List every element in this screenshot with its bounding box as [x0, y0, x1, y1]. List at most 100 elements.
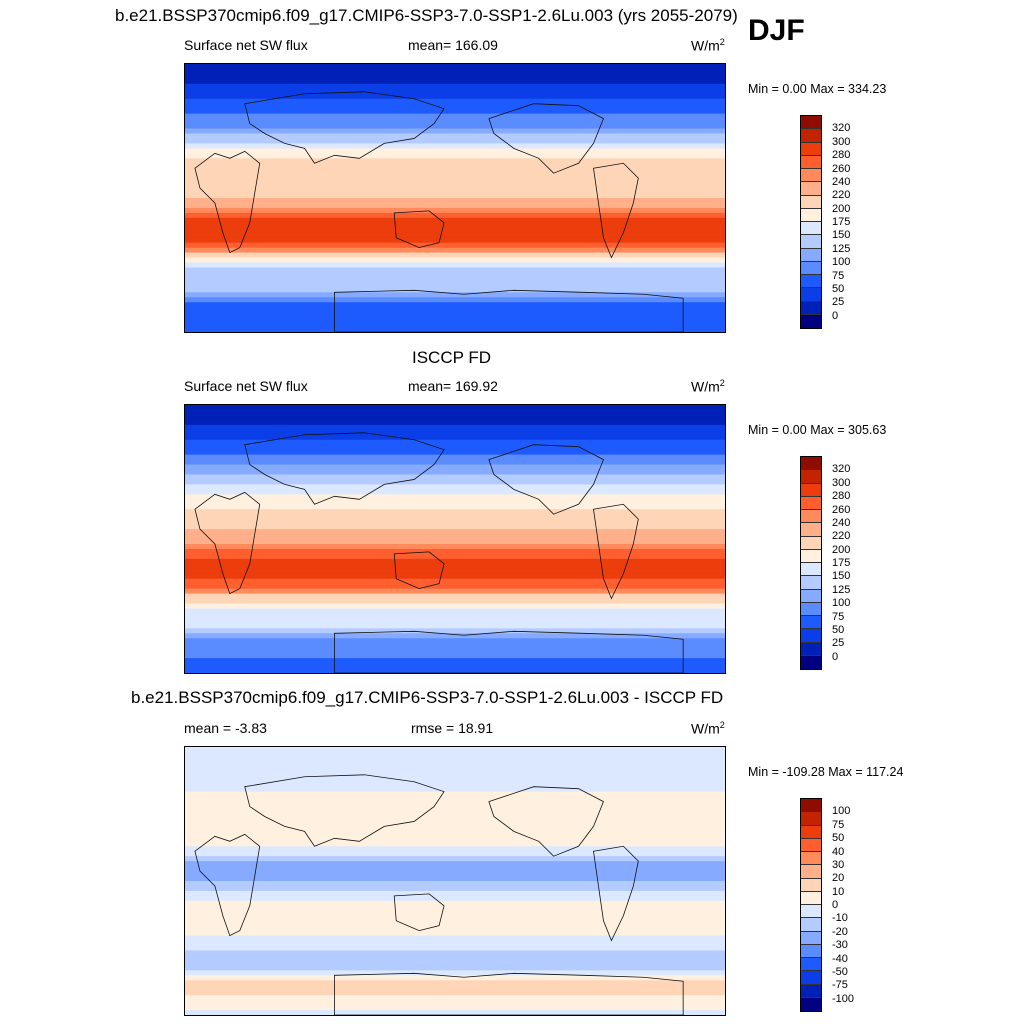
- heat-band: [185, 302, 725, 308]
- heat-band: [185, 272, 725, 279]
- heat-band: [185, 573, 725, 580]
- panel2-variable: Surface net SW flux: [184, 378, 308, 394]
- heat-band: [185, 910, 725, 917]
- heat-band: [185, 786, 725, 793]
- heat-band: [185, 153, 725, 159]
- colorbar-swatch: [801, 905, 821, 919]
- heat-band: [185, 307, 725, 313]
- colorbar-swatch: [801, 314, 821, 328]
- colorbar-swatch: [801, 997, 821, 1011]
- colorbar-swatch: [801, 812, 821, 826]
- colorbar-tick-label: 0: [832, 309, 839, 322]
- heat-band: [185, 856, 725, 862]
- colorbar-swatch: [801, 589, 821, 603]
- heat-band: [185, 623, 725, 629]
- colorbar-swatch: [801, 655, 821, 669]
- colorbar-swatch: [801, 510, 821, 524]
- colorbar-swatch: [801, 483, 821, 497]
- colorbar-swatch: [801, 602, 821, 616]
- colorbar-swatch: [801, 918, 821, 932]
- heat-band: [185, 138, 725, 145]
- colorbar-tick-label: 175: [832, 216, 851, 228]
- colorbar-tick-label: 125: [832, 242, 851, 255]
- colorbar-swatch: [801, 261, 821, 275]
- colorbar-swatch: [801, 878, 821, 892]
- panel3-rmse: rmse = 18.91: [411, 720, 494, 736]
- colorbar-tick-label: 320: [832, 122, 851, 135]
- colorbar-tick-label: 175: [832, 557, 851, 569]
- colorbar-swatch: [801, 129, 821, 143]
- panel1-minmax: Min = 0.00 Max = 334.23: [748, 82, 887, 96]
- heat-band: [185, 955, 725, 962]
- colorbar-swatch: [801, 984, 821, 998]
- colorbar-swatch: [801, 457, 821, 471]
- colorbar-swatch: [801, 971, 821, 985]
- panel3-minmax: Min = -109.28 Max = 117.24: [748, 765, 904, 779]
- heat-band: [185, 890, 725, 897]
- colorbar-tick-label: 280: [832, 149, 851, 162]
- colorbar-tick-label: 200: [832, 202, 851, 215]
- colorbar-swatch: [801, 142, 821, 156]
- heat-band: [185, 776, 725, 783]
- heat-band: [185, 524, 725, 530]
- heat-band: [185, 297, 725, 303]
- heat-band: [185, 242, 725, 249]
- heat-band: [185, 791, 725, 798]
- colorbar-swatch: [801, 549, 821, 563]
- colorbar-swatch: [801, 169, 821, 183]
- heat-band: [185, 801, 725, 808]
- colorbar-swatch: [801, 629, 821, 643]
- colorbar-tick-label: -30: [832, 939, 848, 952]
- heat-band: [185, 603, 725, 610]
- heat-band: [185, 836, 725, 842]
- heat-band: [185, 64, 725, 70]
- heat-band: [185, 766, 725, 773]
- colorbar-tick-label: 50: [832, 832, 845, 845]
- coastline: [488, 444, 604, 515]
- heat-band: [185, 905, 725, 912]
- heat-band: [185, 1000, 725, 1006]
- colorbar-tick-label: 30: [832, 858, 845, 871]
- heat-band: [185, 583, 725, 590]
- heat-band: [185, 68, 725, 75]
- heat-band: [185, 454, 725, 461]
- colorbar-swatch: [801, 301, 821, 315]
- heat-band: [185, 529, 725, 535]
- colorbar-tick-label: 10: [832, 885, 845, 898]
- panel1-colorbar: [800, 115, 822, 329]
- colorbar-swatch: [801, 931, 821, 945]
- panel2-minmax: Min = 0.00 Max = 305.63: [748, 423, 887, 437]
- colorbar-tick-label: 150: [832, 229, 851, 242]
- heat-band: [185, 232, 725, 239]
- heat-band: [185, 262, 725, 269]
- heat-band: [185, 900, 725, 907]
- heat-band: [185, 327, 725, 332]
- colorbar-tick-label: -20: [832, 925, 848, 938]
- colorbar-swatch: [801, 523, 821, 537]
- heat-band: [185, 553, 725, 560]
- heat-band: [185, 866, 725, 872]
- heat-band: [185, 123, 725, 130]
- heat-band: [185, 484, 725, 490]
- heat-band: [185, 133, 725, 140]
- heat-band: [185, 851, 725, 857]
- colorbar-swatch: [801, 288, 821, 302]
- heat-band: [185, 598, 725, 605]
- colorbar-tick-label: 260: [832, 503, 851, 516]
- heat-band: [185, 593, 725, 600]
- heat-band: [185, 668, 725, 673]
- heat-band: [185, 663, 725, 669]
- heat-band: [185, 563, 725, 570]
- colorbar-tick-label: -75: [832, 979, 848, 992]
- panel2-colorbar: [800, 456, 822, 670]
- heat-band: [185, 920, 725, 927]
- heat-band: [185, 173, 725, 179]
- colorbar-swatch: [801, 616, 821, 630]
- colorbar-swatch: [801, 958, 821, 972]
- colorbar-tick-label: 50: [832, 282, 845, 295]
- heat-band: [185, 970, 725, 976]
- colorbar-tick-label: 300: [832, 135, 851, 148]
- panel3-units: W/m2: [691, 720, 725, 737]
- panel1-variable: Surface net SW flux: [184, 37, 308, 53]
- heat-band: [185, 1010, 725, 1015]
